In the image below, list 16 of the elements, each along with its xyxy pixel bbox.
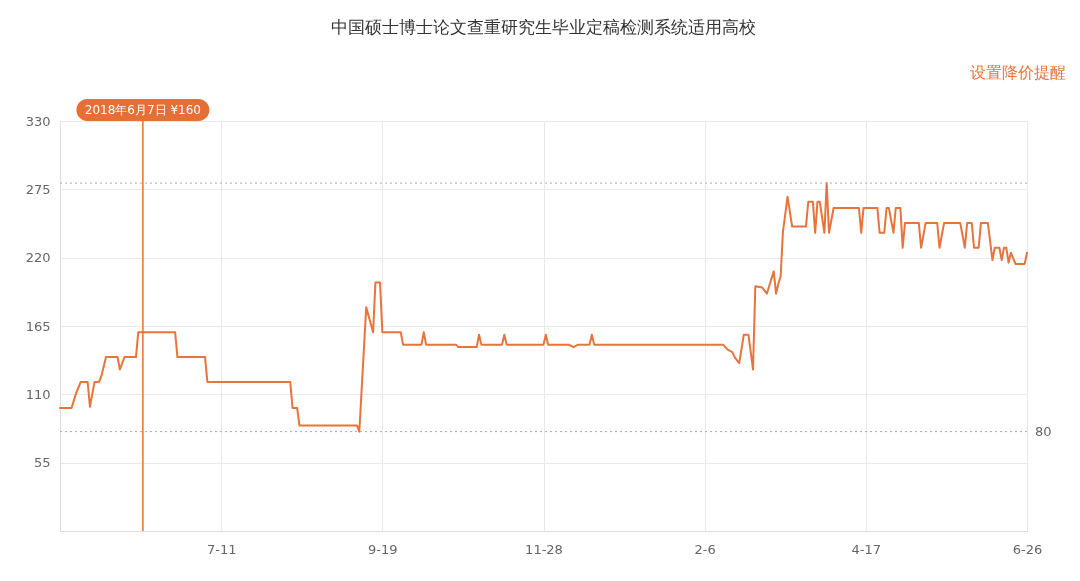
- x-tick-label: 9-19: [368, 541, 398, 557]
- y-tick-label: 55: [33, 455, 51, 471]
- x-tick-label: 11-28: [525, 541, 563, 557]
- x-tick-label: 6-26: [1012, 541, 1043, 557]
- y-tick-label: 220: [25, 250, 51, 266]
- x-tick-label: 2-6: [694, 541, 716, 557]
- text: 设置降价提醒: [970, 63, 1066, 82]
- ref-line-label: 2018年6月7日 ¥160: [84, 103, 201, 117]
- x-tick-label: 7-11: [206, 541, 237, 557]
- ref-line-label: 80: [1035, 423, 1052, 439]
- chart-title: 中国硕士博士论文查重研究生毕业定稿检测系统适用高校: [331, 17, 756, 37]
- y-tick-label: 165: [25, 318, 51, 334]
- x-tick-label: 4-17: [851, 541, 882, 557]
- y-tick-label: 110: [25, 386, 51, 402]
- y-tick-label: 275: [25, 181, 51, 197]
- y-tick-label: 330: [25, 113, 51, 129]
